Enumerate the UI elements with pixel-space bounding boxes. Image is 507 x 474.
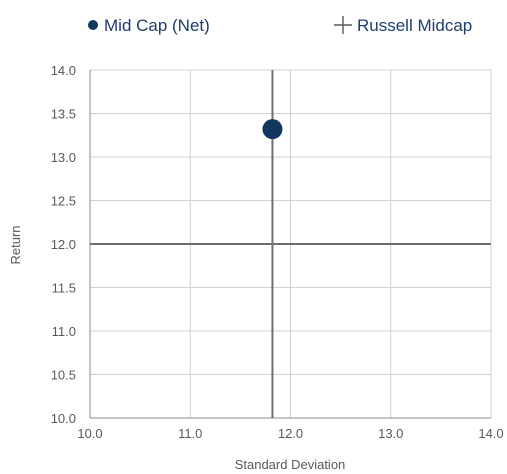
data-point-mid-cap <box>262 119 283 140</box>
y-tick-label: 10.0 <box>51 411 76 426</box>
y-tick-label: 11.0 <box>52 324 76 339</box>
legend-marker-russell-midcap <box>334 16 352 34</box>
y-tick-label: 11.5 <box>52 281 76 296</box>
y-tick-label: 10.5 <box>51 368 76 383</box>
x-axis-title: Standard Deviation <box>235 457 346 472</box>
y-tick-label: 14.0 <box>51 63 76 78</box>
y-tick-label: 13.5 <box>51 107 76 122</box>
data-points <box>262 119 283 140</box>
y-tick-label: 12.0 <box>51 237 76 252</box>
legend-label-russell-midcap: Russell Midcap <box>357 16 472 35</box>
y-tick-label: 13.0 <box>51 150 76 165</box>
x-tick-label: 11.0 <box>178 426 202 441</box>
x-tick-label: 14.0 <box>478 426 503 441</box>
x-tick-label: 12.0 <box>278 426 303 441</box>
legend-marker-mid-cap <box>88 20 98 30</box>
x-tick-label: 13.0 <box>378 426 403 441</box>
x-axis-tick-labels: 10.0 11.0 12.0 13.0 14.0 <box>77 426 503 441</box>
y-tick-label: 12.5 <box>51 194 76 209</box>
legend-label-mid-cap: Mid Cap (Net) <box>104 16 210 35</box>
y-axis-tick-labels: 10.0 10.5 11.0 11.5 12.0 12.5 13.0 13.5 14.0 <box>51 63 76 426</box>
y-axis-title: Return <box>8 225 23 264</box>
x-tick-label: 10.0 <box>77 426 102 441</box>
legend: Mid Cap (Net) Russell Midcap <box>88 16 472 35</box>
